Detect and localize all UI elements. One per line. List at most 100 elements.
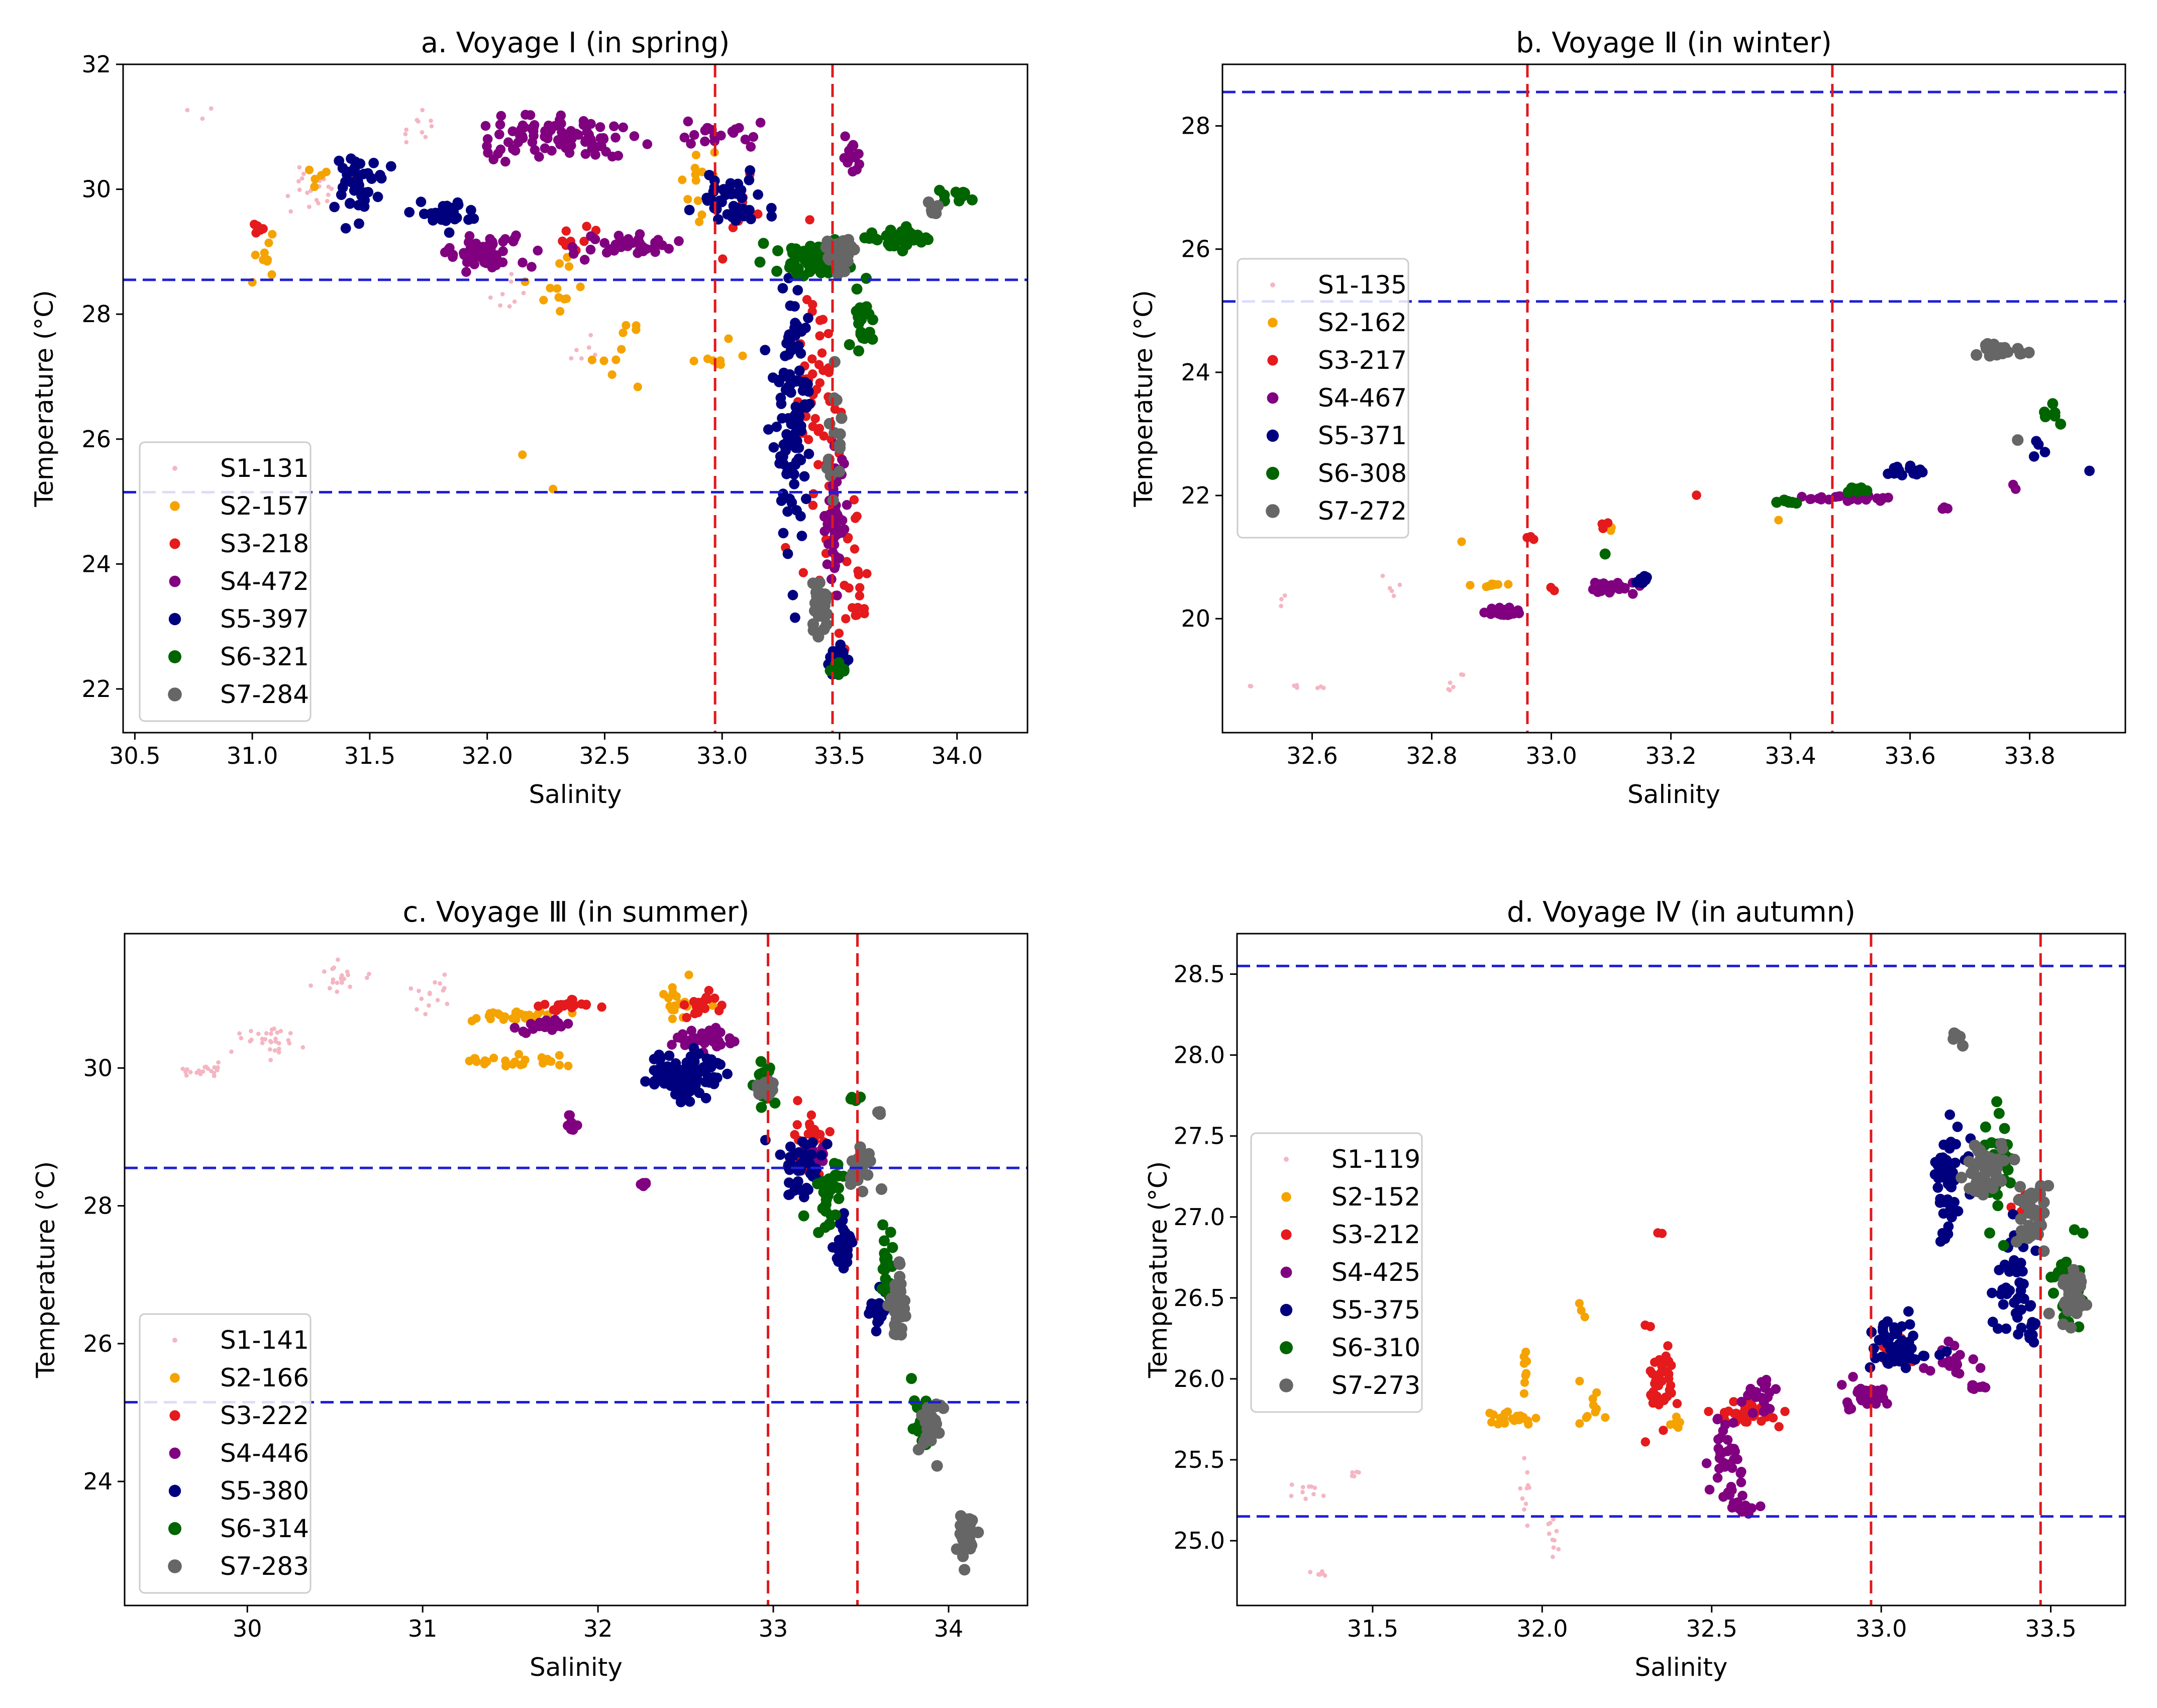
data-point [833,1193,845,1204]
data-point [650,247,660,257]
data-point [939,189,950,200]
data-point [814,360,824,369]
data-point [1551,1545,1556,1550]
data-point [672,1032,683,1043]
data-point [755,1056,767,1067]
data-point [887,1242,898,1253]
data-point [561,226,571,236]
data-point [525,110,536,120]
legend-label: S5-397 [220,605,309,634]
data-point [2039,447,2050,458]
data-point [1391,593,1396,598]
x-tick-label: 33.4 [1765,742,1816,769]
data-point [864,1155,876,1167]
data-point [423,1012,428,1017]
data-point [837,515,848,526]
data-point [555,115,565,125]
data-point [483,241,493,251]
data-point [1583,1412,1592,1421]
data-point [649,1065,660,1076]
data-point [824,329,833,339]
data-point [249,1029,253,1034]
data-point [722,1068,733,1079]
data-point [427,990,432,995]
data-point [801,493,811,505]
data-point [744,175,755,185]
data-point [346,153,356,164]
data-point [346,973,351,977]
data-point [2019,1198,2031,1211]
data-point [521,290,526,295]
data-point [2002,1164,2014,1175]
data-point [359,195,370,206]
data-point [546,283,555,292]
data-point [818,315,828,324]
data-point [1522,1456,1527,1461]
data-point [1519,1352,1528,1361]
panel-a-legend: S1-131 S2-157 S3-218 S4-472 S5-397 S6-321 S7-2… [139,441,312,722]
data-point [1279,604,1284,609]
data-point [1282,593,1287,598]
data-point [1448,680,1453,685]
data-point [1806,494,1816,504]
data-point [803,313,813,324]
data-point [704,1025,714,1036]
data-point [540,143,550,153]
data-point [1321,1493,1326,1498]
data-point [272,1048,277,1053]
data-point [368,158,379,168]
data-point [793,1096,802,1106]
legend-label: S3-218 [220,529,309,558]
data-point [1320,1569,1324,1574]
data-point [304,165,314,174]
data-point [1577,1306,1586,1315]
data-point [793,442,804,453]
panel-b: b. Voyage Ⅱ (in winter) Salinity Temperatu… [1129,27,2126,809]
data-point [1719,1462,1730,1472]
data-point [794,365,805,376]
data-point [792,1120,802,1130]
x-tick-label: 34 [934,1615,964,1642]
data-point [2025,1300,2036,1311]
data-point [404,127,409,132]
data-point [731,188,742,199]
data-point [188,1070,193,1075]
data-point [1883,1358,1894,1369]
data-point [1843,1400,1854,1410]
data-point [755,118,766,128]
data-point [1712,1473,1723,1483]
data-point [849,495,859,505]
data-point [1900,1362,1911,1373]
data-point [815,267,827,278]
data-point [1732,1454,1742,1464]
data-point [835,639,846,650]
data-point [322,969,327,974]
data-point [821,235,834,247]
data-point [820,619,833,631]
data-point [622,321,631,330]
data-point [697,210,706,219]
data-point [815,1130,825,1139]
data-point [442,986,447,990]
data-point [791,269,803,280]
data-point [686,1059,697,1070]
x-tick-label: 30.5 [109,742,160,769]
data-point [1646,1390,1656,1399]
legend-marker [1266,504,1280,518]
data-point [267,270,276,279]
data-point [438,981,442,986]
data-point [2062,1304,2074,1317]
data-point [1312,1485,1317,1490]
panel-b-title: b. Voyage Ⅱ (in winter) [1516,27,1832,59]
legend-label: S4-425 [1331,1258,1420,1287]
series-S1-135 [1248,573,1466,692]
data-point [804,398,815,410]
data-point [404,140,409,145]
data-point [739,211,749,222]
data-point [1646,1366,1655,1376]
data-point [785,1141,796,1152]
data-point [1664,1356,1674,1366]
data-point [268,230,277,239]
data-point [837,1244,848,1255]
data-point [1846,482,1858,494]
